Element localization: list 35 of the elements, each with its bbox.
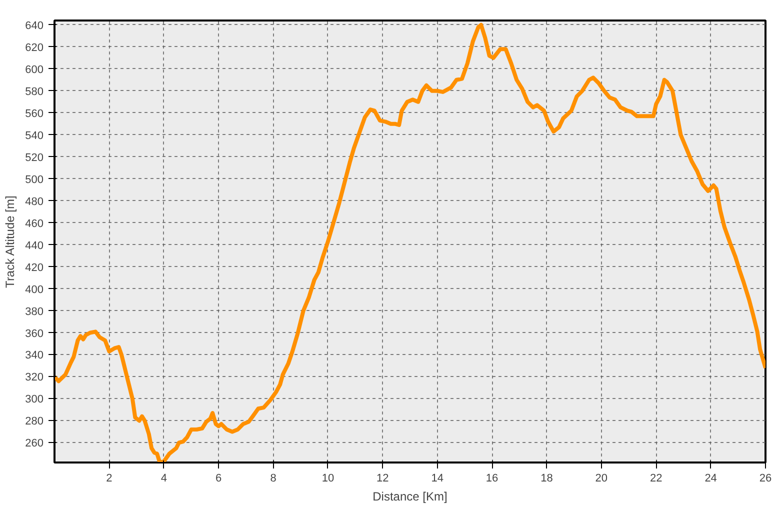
y-tick-label: 320 — [25, 372, 44, 384]
y-tick-label: 620 — [25, 42, 44, 54]
y-tick-label: 520 — [25, 152, 44, 164]
y-tick-label: 380 — [25, 306, 44, 318]
x-tick-label: 12 — [376, 472, 389, 484]
x-tick-label: 10 — [322, 472, 334, 484]
y-tick-label: 300 — [25, 394, 44, 406]
y-tick-label: 500 — [25, 174, 44, 186]
x-tick-label: 2 — [106, 472, 112, 484]
y-tick-label: 640 — [25, 20, 44, 32]
y-tick-label: 580 — [25, 86, 44, 98]
y-tick-label: 540 — [25, 130, 44, 142]
x-tick-label: 20 — [595, 472, 608, 484]
x-tick-label: 8 — [270, 472, 276, 484]
y-tick-label: 600 — [25, 64, 44, 76]
y-axis-title: Track Altitude [m] — [3, 196, 18, 288]
x-tick-label: 4 — [160, 472, 167, 484]
y-tick-label: 360 — [25, 328, 44, 340]
y-tick-label: 280 — [25, 416, 44, 428]
y-tick-label: 420 — [25, 262, 44, 274]
x-tick-label: 14 — [431, 472, 444, 484]
y-tick-label: 400 — [25, 284, 44, 296]
x-tick-label: 16 — [486, 472, 498, 484]
x-axis-title: Distance [Km] — [372, 490, 448, 504]
x-tick-label: 22 — [650, 472, 662, 484]
y-tick-label: 260 — [25, 438, 44, 450]
x-tick-label: 26 — [759, 472, 772, 484]
x-tick-label: 6 — [216, 472, 222, 484]
y-tick-label: 340 — [25, 350, 44, 362]
x-tick-label: 18 — [540, 472, 553, 484]
y-tick-label: 460 — [25, 218, 44, 230]
y-tick-label: 560 — [25, 108, 44, 120]
y-tick-label: 440 — [25, 240, 44, 252]
y-tick-label: 480 — [25, 196, 44, 208]
x-tick-label: 24 — [704, 472, 717, 484]
